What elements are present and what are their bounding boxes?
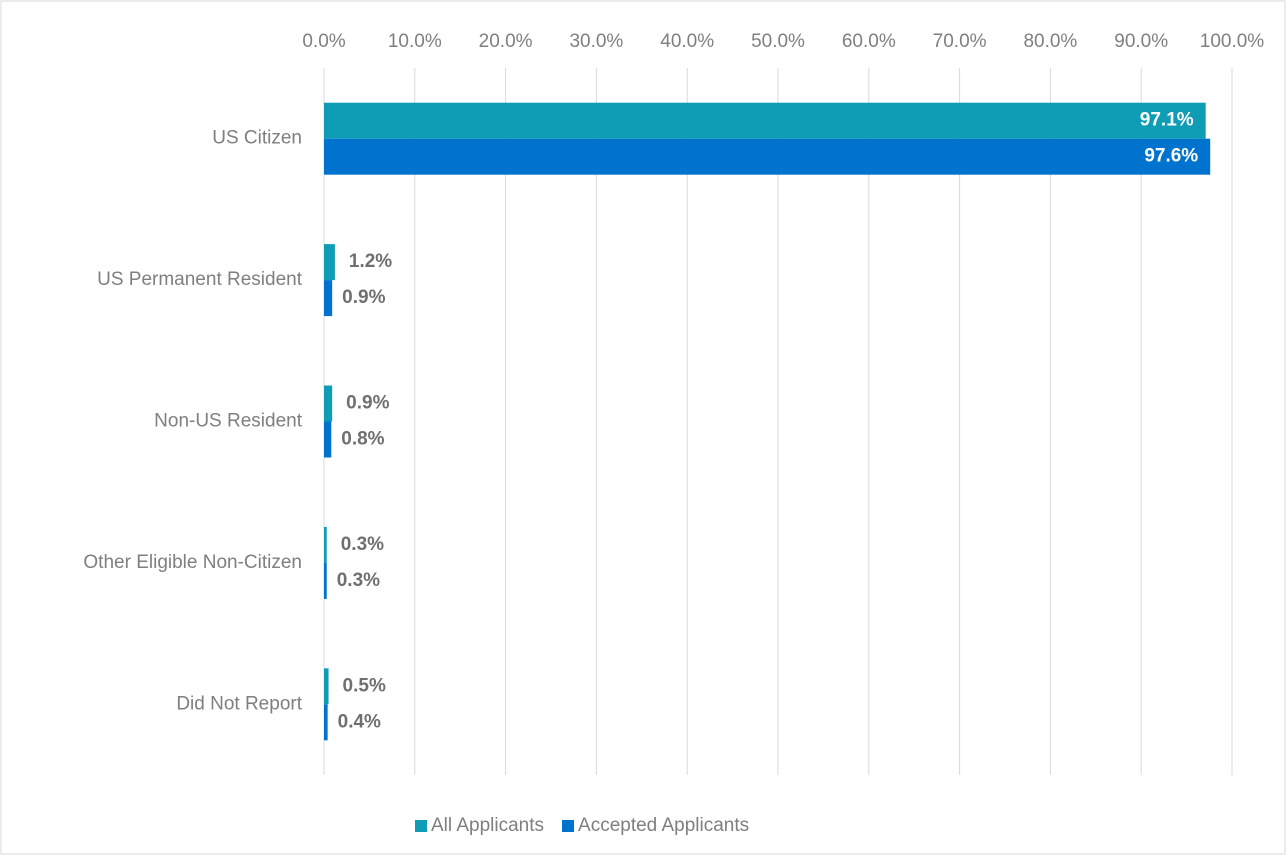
category-label: Other Eligible Non-Citizen bbox=[83, 552, 302, 573]
x-tick-label: 30.0% bbox=[569, 31, 623, 52]
bar bbox=[324, 244, 335, 281]
x-tick-label: 60.0% bbox=[842, 31, 896, 52]
x-tick-label: 70.0% bbox=[933, 31, 987, 52]
x-tick-label: 80.0% bbox=[1023, 31, 1077, 52]
x-tick-label: 0.0% bbox=[302, 31, 345, 52]
x-tick-label: 10.0% bbox=[388, 31, 442, 52]
bar bbox=[324, 138, 1211, 175]
data-label: 0.5% bbox=[343, 675, 386, 696]
bar bbox=[324, 562, 327, 599]
x-tick-label: 100.0% bbox=[1200, 31, 1265, 52]
bar bbox=[324, 526, 327, 563]
data-label: 0.4% bbox=[338, 711, 381, 732]
bar bbox=[324, 668, 329, 705]
data-label: 1.2% bbox=[349, 251, 392, 272]
data-label: 97.6% bbox=[1144, 146, 1198, 167]
data-label: 97.1% bbox=[1140, 110, 1194, 131]
bar bbox=[324, 704, 328, 741]
data-label: 0.8% bbox=[341, 429, 384, 450]
x-tick-label: 40.0% bbox=[660, 31, 714, 52]
legend-label: All Applicants bbox=[431, 815, 544, 836]
x-tick-label: 90.0% bbox=[1114, 31, 1168, 52]
x-tick-label: 50.0% bbox=[751, 31, 805, 52]
x-tick-label: 20.0% bbox=[479, 31, 533, 52]
data-label: 0.3% bbox=[341, 534, 384, 555]
legend-swatch bbox=[415, 820, 427, 832]
legend-swatch bbox=[562, 820, 575, 832]
data-label: 0.9% bbox=[342, 287, 385, 308]
category-label: Non-US Resident bbox=[154, 411, 303, 432]
category-label: US Permanent Resident bbox=[97, 269, 303, 290]
bar bbox=[324, 280, 333, 317]
category-label: Did Not Report bbox=[176, 693, 302, 714]
legend-label: Accepted Applicants bbox=[578, 815, 749, 836]
bar bbox=[324, 421, 332, 458]
bar bbox=[324, 102, 1206, 139]
data-label: 0.9% bbox=[346, 393, 389, 414]
bar bbox=[324, 385, 333, 422]
category-label: US Citizen bbox=[212, 128, 302, 149]
data-label: 0.3% bbox=[337, 570, 380, 591]
